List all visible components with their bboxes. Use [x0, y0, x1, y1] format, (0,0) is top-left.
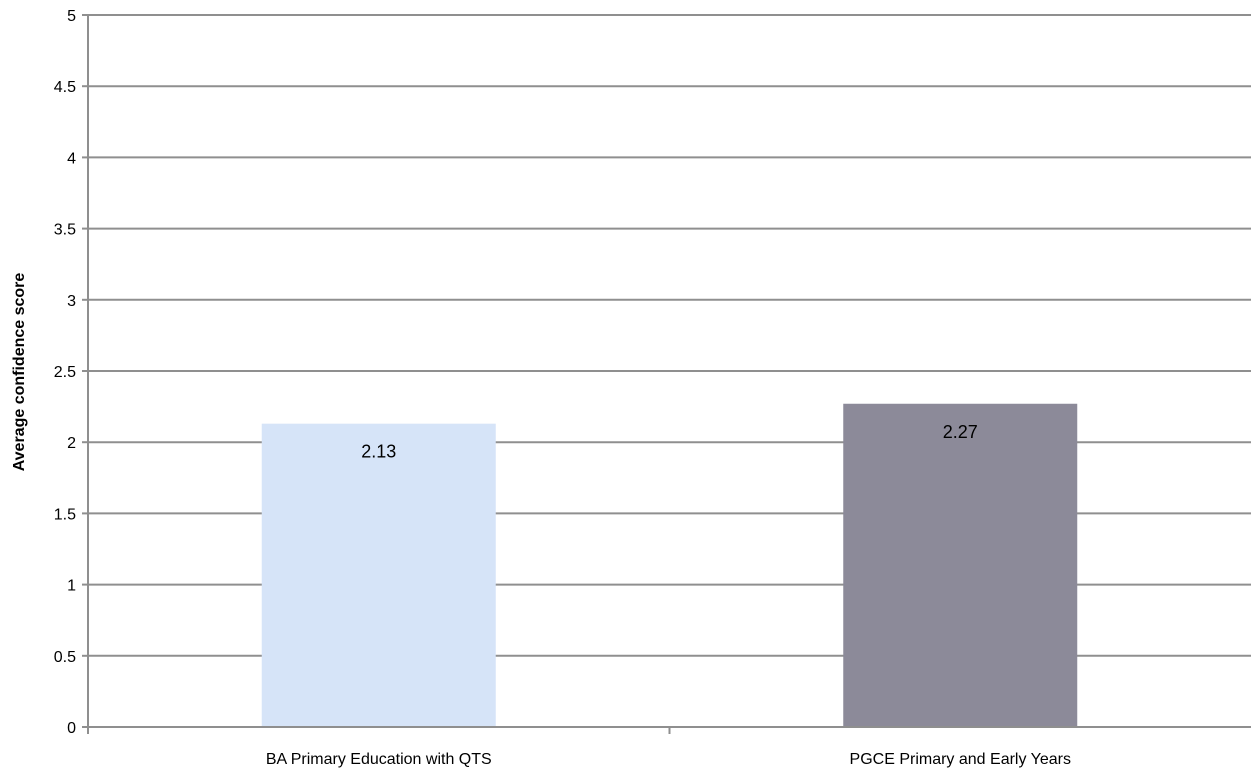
y-tick-label: 5	[67, 8, 76, 25]
y-tick-label: 0	[67, 720, 76, 737]
data-label: 2.13	[361, 442, 396, 462]
y-tick-label: 4	[67, 150, 76, 167]
axes	[82, 14, 1251, 734]
data-label: 2.27	[943, 422, 978, 442]
data-labels: 2.13 2.27	[361, 422, 978, 462]
y-tick-label: 1.5	[54, 506, 76, 523]
y-tick-label: 2.5	[54, 364, 76, 381]
y-tick-labels: 0 0.5 1 1.5 2 2.5 3 3.5 4 4.5 5	[54, 8, 76, 737]
y-tick-label: 4.5	[54, 79, 76, 96]
bar	[843, 403, 1078, 727]
bar	[261, 423, 496, 727]
y-tick-label: 2	[67, 435, 76, 452]
y-axis-title: Average confidence score	[11, 273, 28, 472]
y-tick-label: 3.5	[54, 222, 76, 239]
y-tick-label: 1	[67, 578, 76, 595]
y-tick-label: 3	[67, 293, 76, 310]
y-tick-label: 0.5	[54, 649, 76, 666]
x-category-label: PGCE Primary and Early Years	[850, 751, 1071, 768]
x-category-label: BA Primary Education with QTS	[266, 751, 492, 768]
bars	[261, 403, 1078, 727]
x-category-labels: BA Primary Education with QTS PGCE Primar…	[266, 751, 1071, 768]
